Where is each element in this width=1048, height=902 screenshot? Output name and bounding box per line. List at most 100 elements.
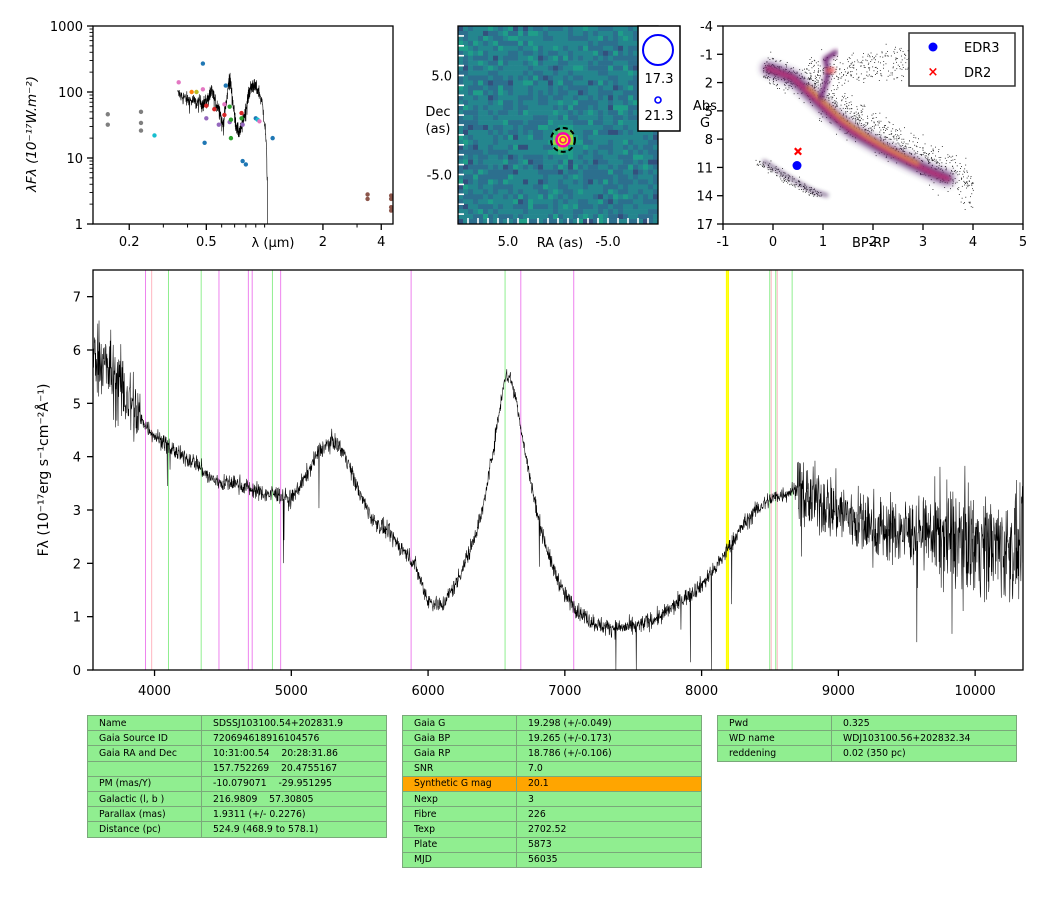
sed-xtick-label: 0.5 [196, 235, 217, 250]
table-row: reddening 0.02 (350 pc) [717, 745, 1017, 762]
sed-point [228, 117, 234, 122]
table-row: Galactic (l, b ) 216.9809 57.30805 [87, 790, 387, 808]
image-ytick-label: -5.0 [427, 169, 452, 184]
table-key: Name [87, 714, 202, 732]
image-xlabel: RA (as) [537, 236, 583, 251]
image-ytick-label: 5.0 [431, 70, 452, 85]
table-key: Gaia Source ID [87, 730, 202, 747]
sed-point [365, 196, 370, 202]
sed-ytick-label: 100 [58, 86, 83, 101]
table-key: Pwd [717, 714, 832, 732]
table-value: 720694618916104576 [201, 730, 387, 747]
table-row: Plate 5873 [402, 836, 702, 853]
hrd-point-dr2 [794, 147, 802, 156]
hrd-ytick-label: 14 [696, 190, 713, 205]
spectrum-ytick-label: 2 [73, 557, 81, 572]
legend-circle-bright [642, 34, 674, 66]
sed-point [200, 61, 206, 66]
table-row: Gaia RA and Dec 10:31:00.54 20:28:31.86 [87, 745, 387, 762]
image-pixels [458, 26, 659, 225]
table-key: Nexp [402, 790, 517, 808]
table-value: 0.325 [831, 714, 1017, 732]
spectrum-ytick-label: 5 [73, 397, 81, 412]
sed-ylabel: λFλ (10⁻¹⁷W.m⁻²) [24, 76, 40, 193]
table-key: Synthetic G mag [402, 775, 517, 792]
table-row: Gaia Source ID 720694618916104576 [87, 730, 387, 747]
table-value: WDJ103100.56+202832.34 [831, 730, 1017, 747]
spectrum-ytick-label: 4 [73, 451, 81, 466]
hrd-xtick-label: 3 [919, 235, 927, 250]
hrd-legend: EDR3 × DR2 [908, 32, 1016, 87]
legend-circle-faint [654, 96, 662, 104]
image-ticks [458, 35, 649, 224]
sed-point [204, 103, 209, 108]
sed-point [105, 122, 110, 127]
hrd-ytick-label: 5 [705, 105, 713, 120]
info-table-left: Name SDSSJ103100.54+202831.9 Gaia Source I… [87, 714, 387, 838]
sed-point [365, 192, 370, 197]
sed-point [388, 196, 394, 202]
hrd-point-edr3 [792, 161, 802, 171]
sed-point [138, 128, 144, 133]
table-value: 56035 [516, 851, 702, 868]
table-row: Gaia BP 19.265 (+/-0.173) [402, 730, 702, 747]
sed-point [240, 122, 245, 127]
image-ylabel-dec: Dec [425, 105, 450, 120]
hrd-xtick-label: 1 [819, 235, 827, 250]
table-key: Plate [402, 836, 517, 853]
table-key: Galactic (l, b ) [87, 790, 202, 808]
image-xtick-label: 5.0 [498, 235, 519, 250]
hrd-ytick-label: -1 [700, 48, 713, 63]
sed-point [388, 204, 394, 210]
table-key: Gaia RP [402, 745, 517, 762]
spectrum-xtick-label: 4000 [138, 684, 171, 699]
table-row: SNR 7.0 [402, 760, 702, 777]
table-value: 5873 [516, 836, 702, 853]
hrd-ytick-label: 11 [696, 161, 713, 176]
spectrum-xtick-label: 10000 [954, 684, 995, 699]
sed-point [239, 110, 244, 116]
sed-point [202, 140, 207, 145]
hrd-red-clump [825, 67, 836, 74]
table-key [87, 760, 202, 777]
sed-frame [92, 25, 394, 225]
hrd-ytick-label: -4 [700, 20, 713, 35]
table-key: PM (mas/Y) [87, 775, 202, 792]
table-row: Texp 2702.52 [402, 821, 702, 838]
sed-point [227, 104, 232, 109]
table-row: Name SDSSJ103100.54+202831.9 [87, 714, 387, 732]
table-value: SDSSJ103100.54+202831.9 [201, 714, 387, 732]
spectrum-xtick-label: 6000 [412, 684, 445, 699]
legend-edr3-marker [928, 42, 938, 52]
target-marker [555, 132, 571, 148]
info-table-middle: Gaia G 19.298 (+/-0.049) Gaia BP 19.265 (+/… [402, 714, 702, 868]
hrd-giant-branch [818, 49, 838, 101]
spectrum-frame [92, 269, 1024, 671]
sed-point [270, 135, 275, 141]
sed-point [388, 193, 394, 198]
table-key: Texp [402, 821, 517, 838]
sed-xtick-label: 2 [319, 235, 327, 250]
sed-point [228, 135, 234, 141]
table-key: Fibre [402, 806, 517, 823]
image-legend: 17.3 21.3 [637, 25, 681, 132]
sed-point [222, 112, 227, 118]
spectrum-ytick-label: 0 [73, 664, 81, 679]
hrd-ytick-label: 2 [705, 77, 713, 92]
sed-ytick-label: 1000 [50, 20, 83, 35]
table-value: 1.9311 (+/- 0.2276) [201, 806, 387, 823]
info-table-right: Pwd 0.325 WD name WDJ103100.56+202832.34 red… [717, 714, 1017, 762]
hrd-ylabel-g: G [700, 116, 710, 131]
hrd-xtick-label: -1 [717, 235, 730, 250]
legend-dr2-marker: × [928, 65, 939, 80]
legend-mag-2: 21.3 [645, 109, 674, 124]
table-value: 19.265 (+/-0.173) [516, 730, 702, 747]
spectrum-xtick-label: 7000 [548, 684, 581, 699]
hrd-xtick-label: 5 [1019, 235, 1027, 250]
spectrum-chart: 4000 5000 6000 7000 8000 9000 10000 0 1 2 3 4 5 6 7 Fλ… [35, 269, 1024, 699]
table-value: 3 [516, 790, 702, 808]
hrd-ytick-label: 17 [696, 218, 713, 233]
sed-point [243, 162, 249, 167]
table-row: Gaia RP 18.786 (+/-0.106) [402, 745, 702, 762]
hrd-xtick-label: 0 [769, 235, 777, 250]
